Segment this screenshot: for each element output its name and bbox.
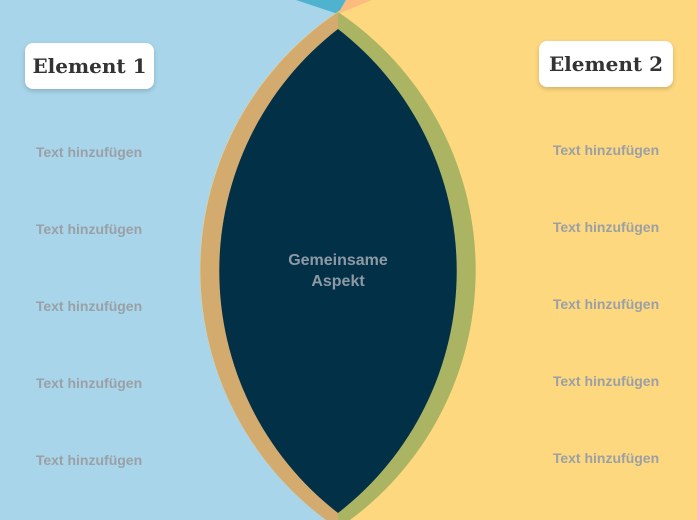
common-aspect-line2: Aspekt [311,273,365,290]
left-text-item[interactable]: Text hinzufügen [35,144,143,160]
element-1-title[interactable]: Element 1 [25,43,154,89]
common-aspect-text[interactable]: Gemeinsame Aspekt [258,250,418,292]
left-text-item[interactable]: Text hinzufügen [35,452,143,468]
common-aspect-line1: Gemeinsame [288,252,388,269]
overlap-lens [219,29,457,513]
element-2-title[interactable]: Element 2 [539,41,673,87]
right-circle-top-accent [338,0,372,14]
left-text-item[interactable]: Text hinzufügen [35,298,143,314]
right-text-item[interactable]: Text hinzufügen [552,296,660,312]
left-text-item[interactable]: Text hinzufügen [35,221,143,237]
left-circle-top-accent [296,0,346,14]
left-text-item[interactable]: Text hinzufügen [35,375,143,391]
right-text-item[interactable]: Text hinzufügen [552,219,660,235]
right-text-item[interactable]: Text hinzufügen [552,450,660,466]
right-text-item[interactable]: Text hinzufügen [552,373,660,389]
right-text-item[interactable]: Text hinzufügen [552,142,660,158]
